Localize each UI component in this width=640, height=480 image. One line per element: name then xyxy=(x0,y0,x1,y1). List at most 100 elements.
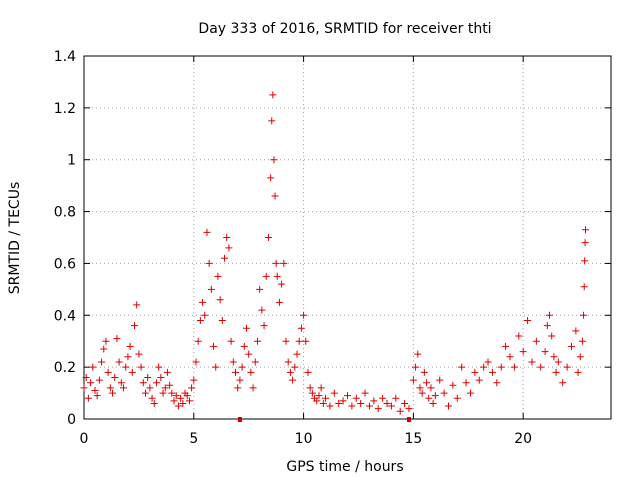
data-point xyxy=(210,342,218,350)
data-point xyxy=(271,192,279,200)
data-point xyxy=(537,363,545,371)
data-point xyxy=(216,296,224,304)
data-point xyxy=(192,358,200,366)
data-point xyxy=(80,384,88,392)
data-point xyxy=(306,384,314,392)
data-point xyxy=(137,363,145,371)
data-point xyxy=(106,384,114,392)
data-point xyxy=(335,399,343,407)
data-point xyxy=(174,402,182,410)
data-point xyxy=(550,353,558,361)
data-point xyxy=(567,342,575,350)
data-point xyxy=(245,350,253,358)
data-point xyxy=(249,384,257,392)
data-point xyxy=(91,386,99,394)
data-point xyxy=(234,384,242,392)
data-point xyxy=(163,368,171,376)
data-point xyxy=(379,394,387,402)
data-point xyxy=(111,374,119,382)
data-point xyxy=(117,379,125,387)
data-point xyxy=(348,402,356,410)
data-point xyxy=(559,379,567,387)
data-point xyxy=(484,358,492,366)
data-point xyxy=(370,397,378,405)
data-point xyxy=(357,399,365,407)
data-point xyxy=(405,405,413,413)
data-point xyxy=(253,337,261,345)
data-point xyxy=(141,389,149,397)
data-point xyxy=(264,234,272,241)
data-point xyxy=(488,368,496,376)
data-point xyxy=(260,322,268,330)
x-axis-label: GPS time / hours xyxy=(286,459,403,475)
data-point xyxy=(170,397,178,405)
data-point xyxy=(304,368,312,376)
data-point xyxy=(519,348,527,356)
data-point xyxy=(580,283,588,291)
data-point xyxy=(242,324,250,332)
data-point xyxy=(326,402,334,410)
axis-marker xyxy=(406,417,411,422)
data-point xyxy=(315,392,323,400)
data-point xyxy=(258,306,266,314)
data-point xyxy=(409,376,417,384)
data-point xyxy=(330,389,338,397)
data-point xyxy=(168,389,176,397)
data-point xyxy=(300,311,308,319)
data-point xyxy=(185,397,193,405)
x-tick-label: 15 xyxy=(404,431,422,447)
axis-marker xyxy=(237,417,242,422)
data-point xyxy=(365,402,373,410)
data-point xyxy=(124,353,132,361)
data-point xyxy=(82,374,90,382)
data-point xyxy=(572,327,580,335)
data-point xyxy=(418,389,426,397)
data-point xyxy=(291,363,299,371)
data-point xyxy=(431,392,439,400)
data-point xyxy=(284,358,292,366)
data-point xyxy=(401,399,409,407)
data-point xyxy=(214,272,222,280)
data-point xyxy=(161,384,169,392)
data-point xyxy=(203,228,211,236)
data-point xyxy=(251,358,259,366)
y-tick-label: 0.2 xyxy=(54,360,76,376)
data-point xyxy=(493,379,501,387)
y-tick-label: 1 xyxy=(67,153,76,169)
data-point xyxy=(207,285,215,293)
data-point xyxy=(275,298,283,306)
data-point xyxy=(308,389,316,397)
data-point xyxy=(227,337,235,345)
y-tick-label: 0 xyxy=(67,412,76,428)
data-point xyxy=(449,381,457,389)
data-point xyxy=(322,394,330,402)
data-point xyxy=(104,368,112,376)
data-point xyxy=(223,234,231,241)
data-point xyxy=(100,345,108,353)
data-point xyxy=(183,392,191,400)
data-point xyxy=(270,156,278,164)
data-point xyxy=(574,368,582,376)
x-tick-label: 0 xyxy=(80,431,89,447)
data-point xyxy=(166,381,174,389)
data-point xyxy=(268,117,276,125)
data-point xyxy=(420,368,428,376)
data-point xyxy=(506,353,514,361)
data-point xyxy=(238,363,246,371)
data-point xyxy=(440,389,448,397)
data-point xyxy=(414,350,422,358)
data-point xyxy=(497,363,505,371)
data-point xyxy=(95,376,103,384)
data-point xyxy=(475,376,483,384)
data-point xyxy=(578,337,586,345)
data-point xyxy=(352,394,360,402)
x-tick-label: 20 xyxy=(514,431,532,447)
data-point xyxy=(225,244,233,252)
data-point xyxy=(109,389,117,397)
data-point xyxy=(387,402,395,410)
axis-ticks: 0 0.2 0.4 0.6 0.8 1 1.2 1.4 0 5 10 15 20 xyxy=(54,49,611,447)
data-point xyxy=(282,337,290,345)
data-point xyxy=(548,332,556,340)
plot-frame xyxy=(83,55,612,420)
